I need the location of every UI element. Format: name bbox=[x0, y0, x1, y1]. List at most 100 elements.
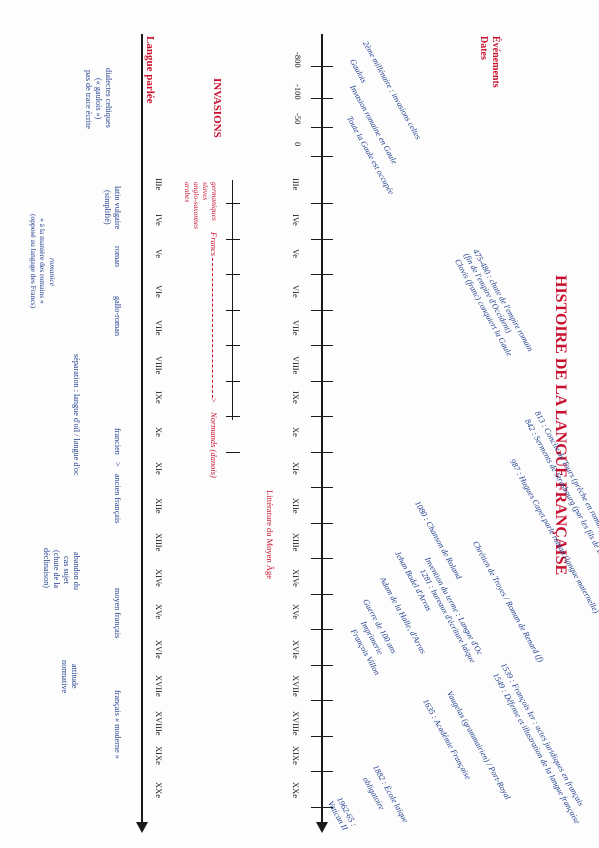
timeline-tick bbox=[311, 380, 333, 382]
century-label: IIIe bbox=[154, 178, 164, 191]
langue-note: (opposé au langage des Francs) bbox=[29, 214, 38, 309]
century-label: XVIe bbox=[291, 639, 301, 659]
date-label: -100 bbox=[293, 84, 303, 100]
invasion-people: anglo-saxonnes bbox=[192, 182, 201, 230]
century-label: IVe bbox=[291, 213, 301, 226]
invasion-tick bbox=[226, 345, 240, 346]
invasion-tick bbox=[226, 451, 240, 453]
century-label: VIe bbox=[291, 284, 301, 298]
timeline-tick bbox=[311, 203, 333, 204]
langue-abandon: cas sujet bbox=[62, 556, 71, 584]
timeline-arrow-main bbox=[316, 822, 328, 833]
century-label: IIIe bbox=[291, 178, 301, 191]
event-item: 1549 : Défense et illustration de la lan… bbox=[491, 671, 582, 826]
invasion-people: slaves bbox=[201, 182, 210, 201]
langue-roman: roman bbox=[113, 246, 122, 267]
century-label: XIIIe bbox=[291, 533, 301, 552]
header-dates: Dates bbox=[478, 36, 489, 60]
timeline-tick bbox=[311, 66, 333, 67]
century-label: XIIe bbox=[291, 497, 301, 514]
century-label: XVIIIe bbox=[154, 710, 164, 736]
timeline-tick bbox=[311, 558, 333, 559]
timeline-tick bbox=[311, 593, 333, 595]
timeline-axis-langue bbox=[141, 34, 143, 822]
century-label: IVe bbox=[154, 213, 164, 226]
invasion-tick bbox=[226, 416, 240, 417]
langue-gallo: gallo-roman bbox=[113, 296, 122, 337]
century-label: VIIIe bbox=[291, 355, 301, 374]
timeline-tick bbox=[311, 522, 333, 524]
invasion-tick bbox=[226, 238, 240, 240]
century-label: IXe bbox=[154, 391, 164, 404]
century-label: XXe bbox=[291, 781, 301, 798]
invasion-people: arabes bbox=[183, 182, 192, 203]
langue-attitude: attitude bbox=[70, 664, 79, 689]
event-item: 1539 : François Ier : actes juridiques e… bbox=[499, 661, 586, 808]
century-label: XIXe bbox=[291, 746, 301, 765]
langue-note: « à la manière des romains » bbox=[38, 218, 47, 304]
langue-gt: > bbox=[113, 462, 122, 467]
timeline-tick bbox=[311, 309, 333, 311]
timeline-tick bbox=[311, 416, 333, 417]
century-label: XIIIe bbox=[154, 533, 164, 552]
langue-moderne: français « moderne » bbox=[113, 690, 122, 759]
century-label: VIIe bbox=[291, 320, 301, 336]
timeline-tick bbox=[311, 274, 333, 275]
langue-moyen: moyen français bbox=[113, 588, 122, 639]
langue-celt: dialectes celtiques bbox=[104, 68, 113, 128]
timeline-tick bbox=[311, 451, 333, 453]
langue-note: romanice bbox=[48, 258, 57, 287]
century-label: Xe bbox=[154, 426, 164, 437]
century-label: Ve bbox=[154, 249, 164, 258]
century-label: XVIIe bbox=[154, 675, 164, 697]
timeline-tick bbox=[311, 806, 333, 808]
date-label: -800 bbox=[293, 52, 303, 68]
century-label: XVe bbox=[291, 604, 301, 620]
century-label: XVIIIe bbox=[291, 710, 301, 736]
header-events: Événements bbox=[490, 36, 501, 88]
timeline-tick bbox=[311, 127, 333, 128]
langue-celt: pas de trace écrite bbox=[84, 70, 93, 129]
invasion-arrow: > bbox=[209, 398, 219, 403]
timeline-tick bbox=[311, 664, 333, 666]
event-item: Chrétien de Troyes / Roman de Renard (f) bbox=[471, 539, 546, 664]
langue-celt: (« gaulois ») bbox=[94, 78, 103, 120]
timeline-tick bbox=[311, 238, 333, 240]
invasion-tick bbox=[226, 274, 240, 275]
header-invasions: INVASIONS bbox=[211, 78, 223, 138]
timeline-tick bbox=[311, 98, 333, 99]
timeline-axis-main bbox=[321, 34, 323, 822]
century-label: XXe bbox=[154, 781, 164, 798]
century-label: XIe bbox=[154, 462, 164, 475]
langue-abandon: abandon du bbox=[72, 552, 81, 590]
header-langue: Langue parlée bbox=[144, 36, 156, 104]
timeline-tick bbox=[311, 629, 333, 630]
langue-abandon: déclinaison) bbox=[42, 548, 51, 589]
century-label: XVe bbox=[154, 604, 164, 620]
invasion-tick bbox=[226, 203, 240, 204]
century-label: XIe bbox=[291, 462, 301, 475]
century-label: Xe bbox=[291, 426, 301, 437]
invasion-francs: Francs bbox=[209, 232, 219, 257]
invasion-tick bbox=[226, 380, 240, 382]
timeline-tick bbox=[311, 345, 333, 346]
century-label: Ve bbox=[291, 249, 301, 258]
langue-attitude: normative bbox=[60, 660, 69, 694]
langue-francien: francien bbox=[113, 428, 122, 455]
century-label: XIIe bbox=[154, 497, 164, 514]
century-label: XVIIe bbox=[291, 675, 301, 697]
timeline-tick bbox=[311, 771, 333, 772]
century-label: XIXe bbox=[154, 746, 164, 765]
timeline-arrow-langue bbox=[136, 822, 148, 833]
century-label: VIe bbox=[154, 284, 164, 298]
date-label: 0 bbox=[293, 142, 303, 147]
langue-abandon: (chute de la bbox=[52, 550, 61, 589]
timeline-tick bbox=[311, 487, 333, 488]
timeline-tick bbox=[311, 156, 333, 157]
invasion-dashes bbox=[212, 258, 214, 398]
langue-ancien: ancien français bbox=[113, 474, 122, 524]
century-label: VIIIe bbox=[154, 355, 164, 374]
event-item: Gaulois bbox=[348, 57, 369, 85]
timeline-axis-invasions bbox=[232, 180, 233, 420]
